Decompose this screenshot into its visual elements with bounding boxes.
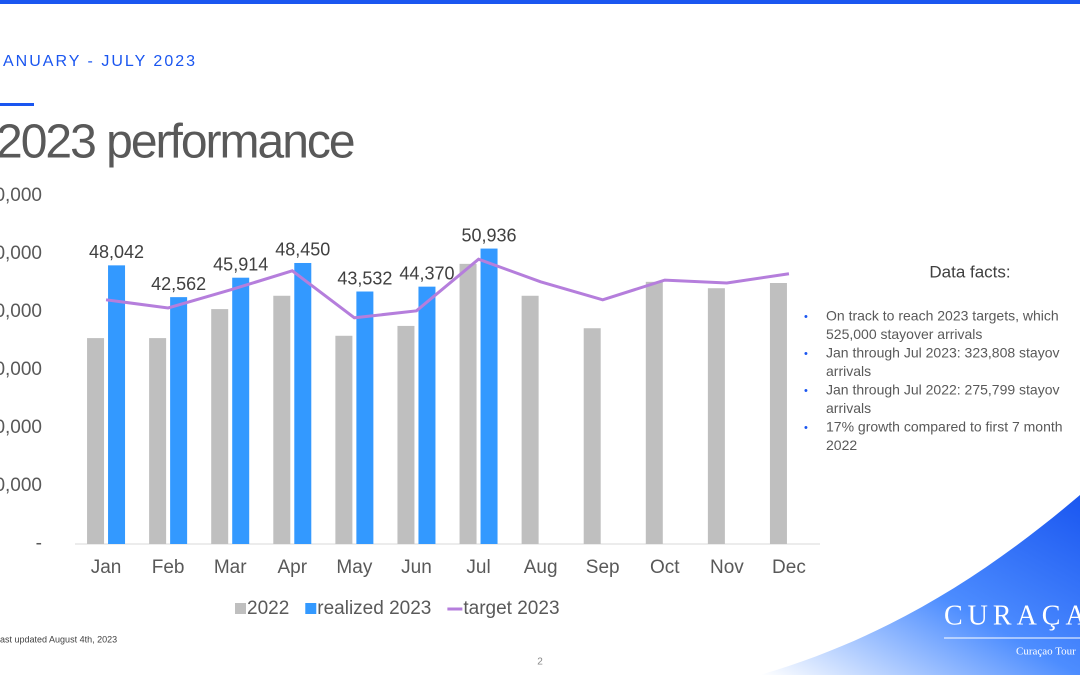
bar [459,263,477,544]
accent [0,103,34,106]
bar [583,328,601,544]
legend-swatch [235,603,246,614]
x-tick-label: May [336,557,372,578]
target-line [105,257,790,320]
data-label: 45,914 [213,254,268,274]
page-number: 2 [537,657,543,668]
bar [149,338,167,544]
fact-line: 2022 [826,437,857,453]
bar [769,283,787,544]
y-tick-label: 10,000 [0,475,42,496]
legend-swatch [305,603,317,614]
x-tick-label: Feb [152,557,185,578]
x-tick-label: Nov [710,557,744,578]
logo: CURAÇA [944,600,1080,631]
y-tick-label: 60,000 [0,185,42,206]
bar [397,325,415,544]
subtitle: JANUARY - JULY 2023 [0,53,197,70]
fact-line: Jan through Jul 2023: 323,808 stayov [826,345,1060,361]
x-tick-label: Aug [524,557,558,578]
legend-label: target 2023 [463,598,559,619]
bullet: • [804,422,808,434]
x-tick-label: Sep [586,557,620,578]
fact-line: On track to reach 2023 targets, which [826,308,1059,324]
bar [335,335,353,544]
bar [87,338,105,544]
bar [273,295,291,544]
x-tick-label: Apr [278,557,308,578]
legend-label: realized 2023 [317,598,431,619]
bar [418,286,436,544]
y-tick-label: 50,000 [0,243,42,264]
fact-line: 17% growth compared to first 7 month [826,419,1063,435]
y-tick-label: 30,000 [0,359,42,380]
y-tick-label: - [36,533,42,554]
x-tick-label: Jan [91,557,122,578]
data-label: 44,370 [399,263,454,283]
bar [521,295,539,544]
fact-line: arrivals [826,400,871,416]
bullet: • [804,385,808,397]
bar [211,309,229,544]
data-label: 48,042 [89,242,144,262]
bullet: • [804,348,808,360]
bar [232,277,250,544]
bullet: • [804,311,808,323]
title: 2023 performance [0,116,354,169]
y-tick-label: 40,000 [0,301,42,322]
facts-title: Data facts: [929,262,1010,281]
logo-tagline: Curaçao Tour [1016,646,1076,658]
bar [707,288,725,544]
footnote: Last updated August 4th, 2023 [0,634,117,644]
bar [480,248,498,544]
y-tick-label: 20,000 [0,417,42,438]
bar [356,291,374,544]
x-tick-label: Oct [650,557,680,578]
bar [645,281,663,544]
data-label: 43,532 [337,268,392,288]
fact-line: arrivals [826,363,871,379]
data-label: 42,562 [151,274,206,294]
corner-wave [760,495,1080,675]
bar [170,297,188,544]
legend-label: 2022 [247,598,289,619]
x-tick-label: Dec [772,557,806,578]
bar [108,265,126,544]
x-tick-label: Jun [401,557,432,578]
x-tick-label: Mar [214,557,247,578]
fact-line: 525,000 stayover arrivals [826,326,982,342]
facts: • On track to reach 2023 targets, which 52… [804,308,1063,454]
x-tick-label: Jul [466,557,490,578]
bar [294,262,312,544]
top-bar [0,0,1080,4]
data-label: 48,450 [275,240,330,260]
fact-line: Jan through Jul 2022: 275,799 stayov [826,382,1060,398]
data-label: 50,936 [462,225,517,245]
